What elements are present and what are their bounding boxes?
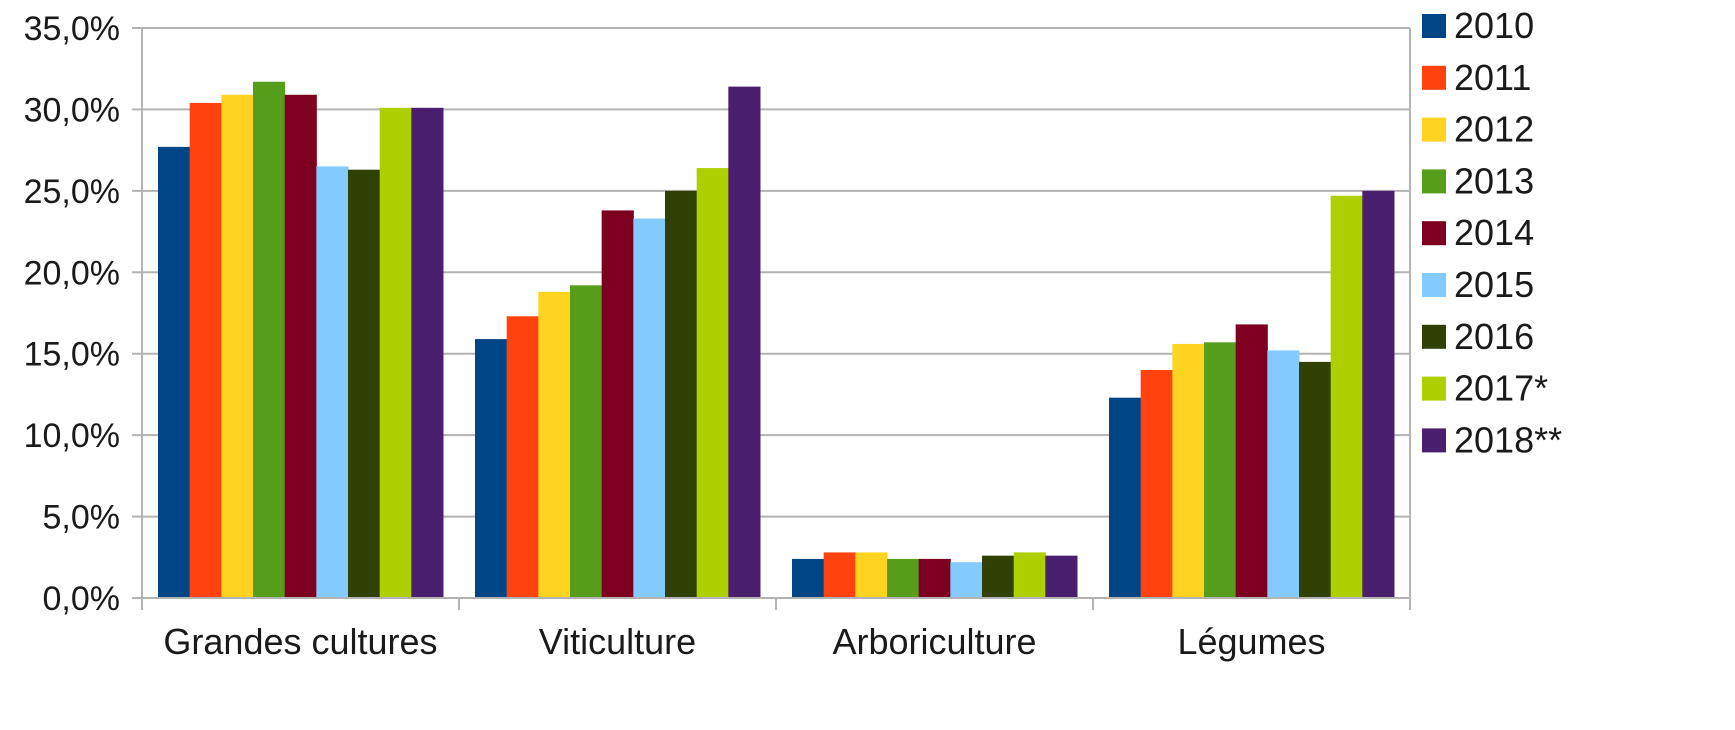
bar-2015-légumes <box>1267 350 1300 598</box>
x-axis-categories: Grandes cultures Viticulture Arboriculture… <box>163 621 1325 662</box>
bar-2011-grandes-cultures <box>189 102 222 598</box>
bar-2015-grandes-cultures <box>316 166 349 598</box>
y-tick-label: 10,0% <box>24 417 120 455</box>
legend-label: 2017* <box>1454 368 1548 409</box>
bar-2013-légumes <box>1204 342 1237 598</box>
y-axis-ticks: 0,0% 5,0% 10,0% 15,0% 20,0% 25,0% 30,0% 35,0% <box>24 10 142 618</box>
bar-2011-légumes <box>1140 370 1173 598</box>
legend-label: 2018** <box>1454 419 1562 460</box>
legend-swatch <box>1422 169 1446 194</box>
legend-swatch <box>1422 324 1446 349</box>
bar-2016-arboriculture <box>982 555 1015 598</box>
legend-label: 2011 <box>1454 57 1531 98</box>
bar-2010-viticulture <box>475 339 508 598</box>
bar-2017-légumes <box>1330 195 1363 599</box>
bar-2018-grandes-cultures <box>411 107 444 599</box>
legend-swatch <box>1422 273 1446 297</box>
bar-2013-grandes-cultures <box>253 81 286 599</box>
bar-2017-viticulture <box>696 168 729 598</box>
bar-2018-légumes <box>1362 190 1395 599</box>
bar-2010-grandes-cultures <box>158 146 191 598</box>
bar-2012-viticulture <box>538 291 571 598</box>
y-tick-label: 0,0% <box>43 580 121 618</box>
legend: 2010 2011 2012 2013 2014 2015 2016 2017* 2018** <box>1422 5 1562 460</box>
legend-swatch <box>1422 428 1446 453</box>
legend-label: 2010 <box>1454 5 1534 46</box>
legend-swatch <box>1422 117 1446 142</box>
bar-2010-arboriculture <box>792 558 825 598</box>
legend-swatch <box>1422 221 1446 246</box>
legend-swatch <box>1422 376 1446 401</box>
bar-2013-viticulture <box>570 285 603 598</box>
bar-2015-arboriculture <box>950 562 983 598</box>
bar-2016-viticulture <box>665 190 698 599</box>
bar-2014-grandes-cultures <box>284 94 317 599</box>
bar-2018-arboriculture <box>1045 555 1078 598</box>
legend-label: 2012 <box>1454 109 1534 150</box>
bar-2015-viticulture <box>633 218 666 599</box>
legend-swatch <box>1422 14 1446 38</box>
bar-2016-grandes-cultures <box>348 169 381 598</box>
bar-2014-viticulture <box>601 210 634 598</box>
y-tick-label: 30,0% <box>24 91 120 129</box>
bar-2017-grandes-cultures <box>379 107 412 599</box>
x-category-label: Arboriculture <box>832 621 1036 662</box>
bar-2011-arboriculture <box>823 552 856 598</box>
y-tick-label: 25,0% <box>24 173 120 211</box>
y-tick-label: 5,0% <box>43 499 121 537</box>
y-tick-label: 15,0% <box>24 336 120 374</box>
legend-label: 2015 <box>1454 264 1534 305</box>
bar-2012-arboriculture <box>855 552 888 598</box>
bar-2010-légumes <box>1109 397 1142 598</box>
y-tick-label: 20,0% <box>24 254 120 292</box>
x-category-label: Grandes cultures <box>163 621 437 662</box>
legend-label: 2013 <box>1454 160 1534 201</box>
bars <box>158 81 1395 599</box>
bar-2016-légumes <box>1299 361 1332 598</box>
legend-label: 2014 <box>1454 212 1534 253</box>
legend-swatch <box>1422 65 1446 90</box>
bar-2017-arboriculture <box>1013 552 1046 598</box>
bar-2014-légumes <box>1235 324 1268 598</box>
bar-2012-légumes <box>1172 343 1205 598</box>
bar-2014-arboriculture <box>918 558 951 598</box>
bar-2018-viticulture <box>728 86 761 598</box>
x-category-label: Légumes <box>1177 621 1325 662</box>
bar-2011-viticulture <box>506 316 539 598</box>
axes <box>141 28 1411 610</box>
bar-2013-arboriculture <box>887 558 920 598</box>
bar-2012-grandes-cultures <box>221 94 254 599</box>
y-tick-label: 35,0% <box>24 10 120 48</box>
legend-label: 2016 <box>1454 316 1534 357</box>
x-category-label: Viticulture <box>539 621 696 662</box>
